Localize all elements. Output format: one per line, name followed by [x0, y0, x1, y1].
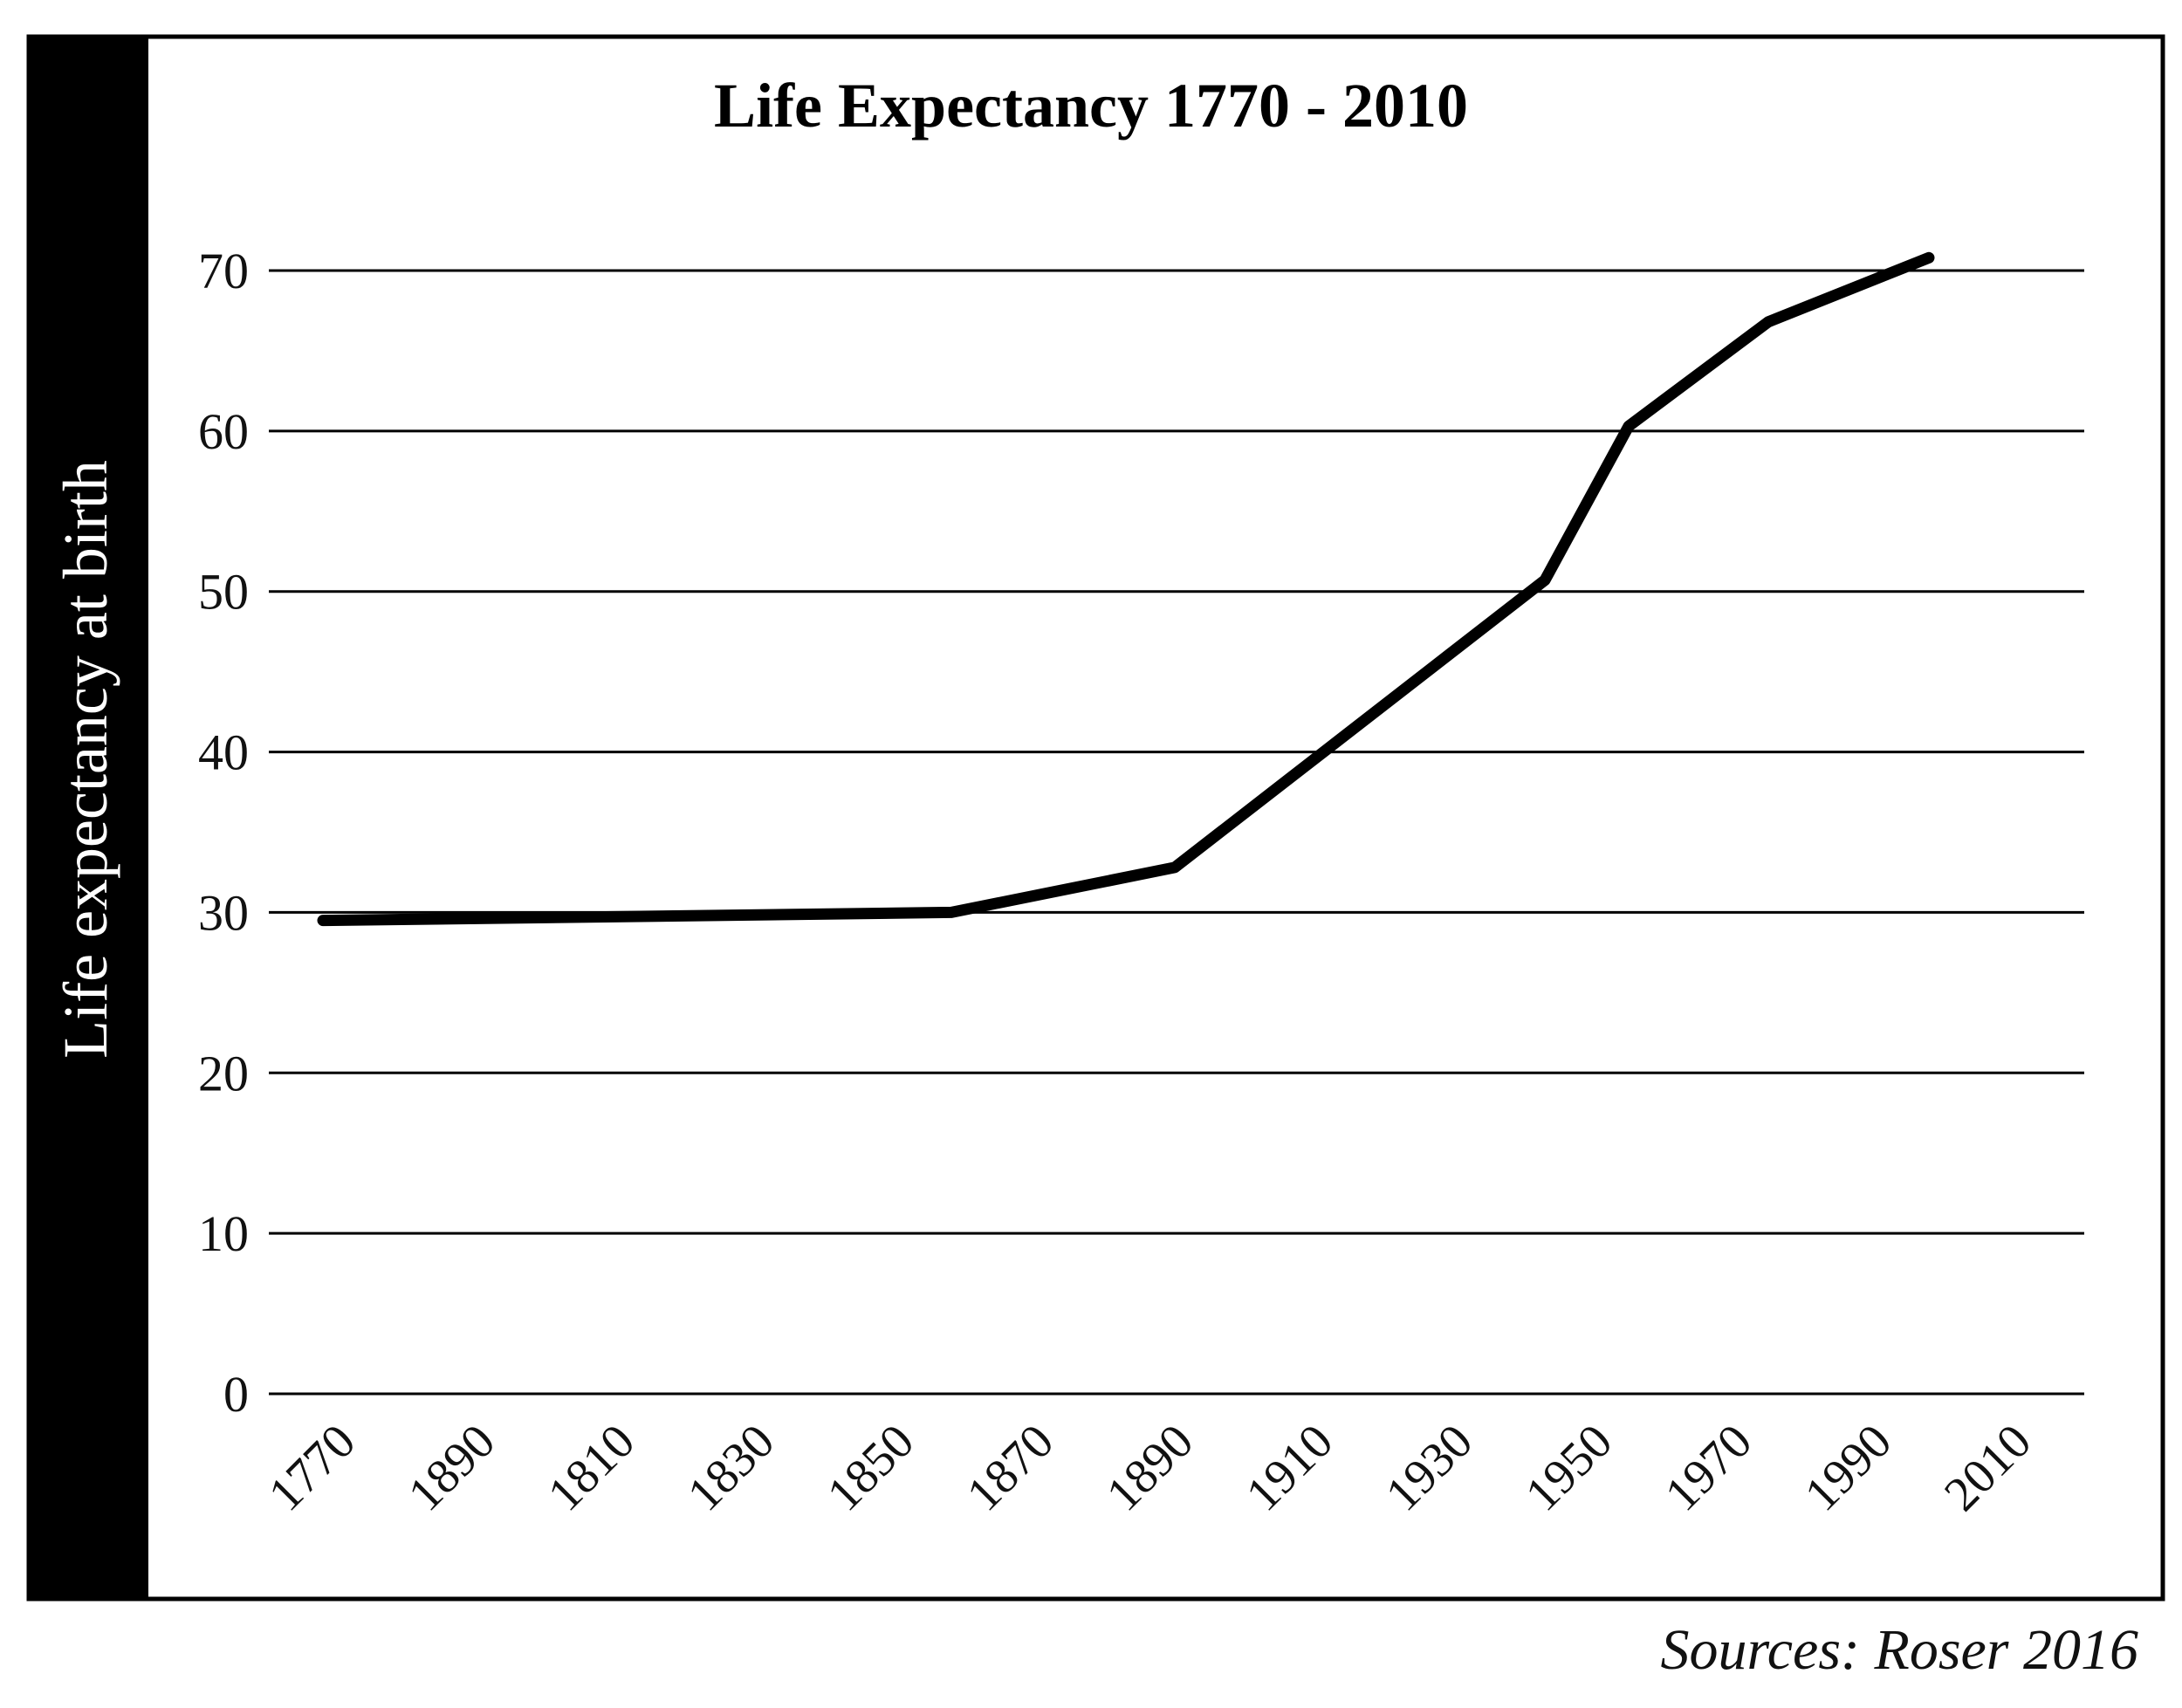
data-points: [318, 252, 1934, 926]
y-tick-labels: 0 10 20 30 40 50 60 70: [198, 243, 249, 1423]
source-note: Sources: Roser 2016: [1661, 1618, 2138, 1682]
y-tick-label: 30: [198, 884, 249, 941]
y-tick-label: 40: [198, 724, 249, 781]
y-tick-label: 0: [223, 1366, 249, 1423]
chart-title: Life Expectancy 1770 - 2010: [714, 71, 1468, 141]
data-point: [1170, 861, 1180, 873]
source-text: Sources: Roser 2016: [1661, 1618, 2138, 1682]
data-point: [946, 907, 957, 918]
y-tick-label: 60: [198, 403, 249, 460]
data-point: [1540, 574, 1550, 586]
grid-lines: [269, 269, 2084, 1396]
ylabel-band: [29, 37, 148, 1599]
y-tick-label: 50: [198, 564, 249, 621]
y-axis-label: Life expectancy at birth: [51, 460, 120, 1059]
data-point: [318, 915, 328, 926]
y-tick-label: 10: [198, 1205, 249, 1262]
data-point: [1763, 316, 1774, 327]
y-tick-label: 70: [198, 243, 249, 299]
chart-frame: [26, 34, 2165, 1602]
data-point: [1924, 252, 1934, 264]
data-point: [1623, 421, 1634, 432]
y-tick-label: 20: [198, 1045, 249, 1101]
